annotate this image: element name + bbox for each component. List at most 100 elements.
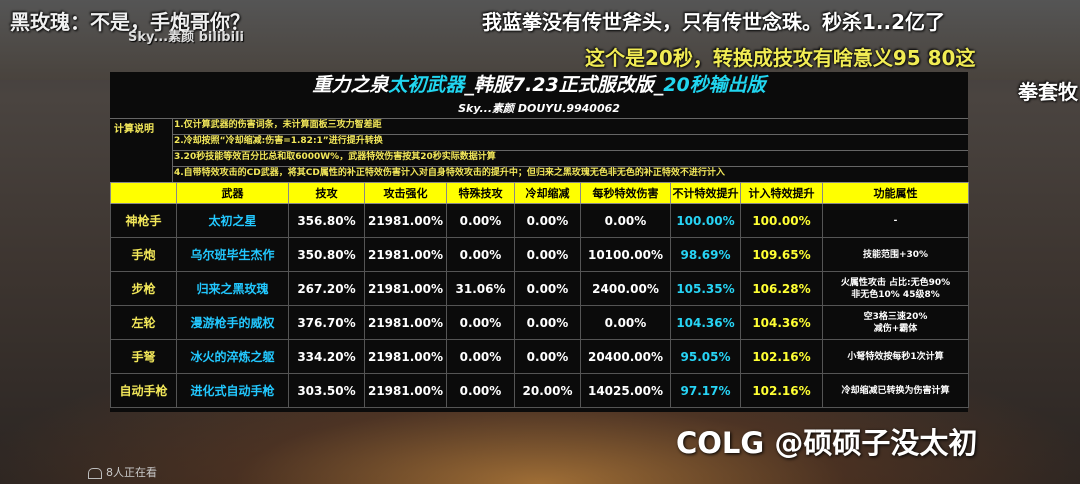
atk-cell: 21981.00% <box>364 305 447 340</box>
column-header: 技攻 <box>288 182 365 204</box>
dps-cell: 0.00% <box>580 305 671 340</box>
with-cell: 102.16% <box>740 339 823 374</box>
dps-cell: 10100.00% <box>580 237 671 272</box>
danmaku-comment: 拳套牧 <box>1018 80 1078 104</box>
danmaku-comment: 黑玫瑰：不是，手炮哥你？ <box>10 10 250 34</box>
video-background-top <box>0 0 1080 80</box>
note-line: 4.自带特效攻击的CD武器，将其CD属性的补正特效伤害计入对自身特效攻击的提升中… <box>174 168 725 178</box>
feature-line: 非无色10% 45级8% <box>851 289 940 300</box>
column-header: 特殊技攻 <box>446 182 515 204</box>
special-cell: 0.00% <box>446 237 515 272</box>
viewer-icon <box>88 467 102 479</box>
weapon-cell: 漫游枪手的威权 <box>176 305 289 340</box>
feature-cell: - <box>822 203 969 238</box>
weapon-table: 武器 技攻 攻击强化 特殊技攻 冷却缩减 每秒特效伤害 不计特效提升 计入特效提… <box>110 182 969 408</box>
column-header: 攻击强化 <box>364 182 447 204</box>
atk-cell: 21981.00% <box>364 271 447 306</box>
without-cell: 104.36% <box>670 305 741 340</box>
title-part: _韩服7.23正式服改版_ <box>464 74 664 96</box>
table-row: 步枪 归来之黑玫瑰 267.20% 21981.00% 31.06% 0.00%… <box>110 271 969 306</box>
danmaku-comment: 这个是20秒，转换成技攻有啥意义95 80这 <box>585 46 976 70</box>
column-header: 每秒特效伤害 <box>580 182 671 204</box>
note-label: 计算说明 <box>114 124 154 135</box>
skill-cell: 376.70% <box>288 305 365 340</box>
without-cell: 105.35% <box>670 271 741 306</box>
column-header: 武器 <box>176 182 289 204</box>
sheet-subtitle: Sky...素颜 DOUYU.9940062 <box>458 102 620 115</box>
feature-line: 火属性攻击 占比:无色90% <box>840 277 951 288</box>
note-line: 3.20秒技能等效百分比总和取6000W%，武器特效伤害按其20秒实际数据计算 <box>174 152 496 162</box>
skill-cell: 334.20% <box>288 339 365 374</box>
note-line: 1.仅计算武器的伤害词条，未计算面板三攻力智差距 <box>174 120 382 130</box>
column-header <box>110 182 177 204</box>
weapon-cell: 冰火的淬炼之躯 <box>176 339 289 374</box>
cd-cell: 0.00% <box>514 339 581 374</box>
table-header-row: 武器 技攻 攻击强化 特殊技攻 冷却缩减 每秒特效伤害 不计特效提升 计入特效提… <box>110 182 969 204</box>
class-cell: 自动手枪 <box>110 373 177 408</box>
cd-cell: 0.00% <box>514 237 581 272</box>
table-row: 自动手枪 进化式自动手枪 303.50% 21981.00% 0.00% 20.… <box>110 373 969 408</box>
column-header: 不计特效提升 <box>670 182 741 204</box>
feature-cell: 火属性攻击 占比:无色90% 非无色10% 45级8% <box>822 271 969 306</box>
column-header: 冷却缩减 <box>514 182 581 204</box>
feature-line: 小弩特效按每秒1次计算 <box>847 351 944 362</box>
table-row: 手弩 冰火的淬炼之躯 334.20% 21981.00% 0.00% 0.00%… <box>110 339 969 374</box>
table-row: 左轮 漫游枪手的威权 376.70% 21981.00% 0.00% 0.00%… <box>110 305 969 340</box>
with-cell: 100.00% <box>740 203 823 238</box>
special-cell: 0.00% <box>446 373 515 408</box>
cd-cell: 0.00% <box>514 203 581 238</box>
feature-line: 技能范围+30% <box>862 249 929 260</box>
without-cell: 100.00% <box>670 203 741 238</box>
viewer-count-text: 8人正在看 <box>106 466 157 479</box>
without-cell: 95.05% <box>670 339 741 374</box>
feature-cell: 冷却缩减已转换为伤害计算 <box>822 373 969 408</box>
table-row: 神枪手 太初之星 356.80% 21981.00% 0.00% 0.00% 0… <box>110 203 969 238</box>
feature-line: - <box>893 215 898 226</box>
weapon-cell: 进化式自动手枪 <box>176 373 289 408</box>
title-part: 太初武器 <box>388 74 465 96</box>
dps-cell: 20400.00% <box>580 339 671 374</box>
feature-line: 减伤+霸体 <box>873 323 918 334</box>
skill-cell: 267.20% <box>288 271 365 306</box>
class-cell: 步枪 <box>110 271 177 306</box>
with-cell: 104.36% <box>740 305 823 340</box>
skill-cell: 350.80% <box>288 237 365 272</box>
atk-cell: 21981.00% <box>364 237 447 272</box>
class-cell: 手炮 <box>110 237 177 272</box>
table-row: 手炮 乌尔班毕生杰作 350.80% 21981.00% 0.00% 0.00%… <box>110 237 969 272</box>
column-header: 功能属性 <box>822 182 969 204</box>
feature-cell: 小弩特效按每秒1次计算 <box>822 339 969 374</box>
weapon-cell: 乌尔班毕生杰作 <box>176 237 289 272</box>
atk-cell: 21981.00% <box>364 203 447 238</box>
dps-cell: 14025.00% <box>580 373 671 408</box>
without-cell: 97.17% <box>670 373 741 408</box>
feature-line: 冷却缩减已转换为伤害计算 <box>841 385 950 396</box>
colg-watermark: COLG @硕硕子没太初 <box>676 426 978 460</box>
class-cell: 神枪手 <box>110 203 177 238</box>
class-cell: 手弩 <box>110 339 177 374</box>
danmaku-comment: 我蓝拳没有传世斧头，只有传世念珠。秒杀1..2亿了 <box>482 10 946 34</box>
cd-cell: 0.00% <box>514 271 581 306</box>
feature-cell: 空3格三速20% 减伤+霸体 <box>822 305 969 340</box>
atk-cell: 21981.00% <box>364 373 447 408</box>
weapon-cell: 太初之星 <box>176 203 289 238</box>
sheet-title: 重力之泉太初武器_韩服7.23正式服改版_20秒输出版 <box>110 72 968 98</box>
cd-cell: 0.00% <box>514 305 581 340</box>
column-header: 计入特效提升 <box>740 182 823 204</box>
with-cell: 109.65% <box>740 237 823 272</box>
feature-cell: 技能范围+30% <box>822 237 969 272</box>
skill-cell: 356.80% <box>288 203 365 238</box>
weapon-cell: 归来之黑玫瑰 <box>176 271 289 306</box>
atk-cell: 21981.00% <box>364 339 447 374</box>
title-part: 重力之泉 <box>312 74 389 96</box>
special-cell: 0.00% <box>446 339 515 374</box>
class-cell: 左轮 <box>110 305 177 340</box>
with-cell: 106.28% <box>740 271 823 306</box>
special-cell: 0.00% <box>446 305 515 340</box>
dps-cell: 2400.00% <box>580 271 671 306</box>
bilibili-logo: Sky...素颜 bilibili <box>128 30 244 45</box>
weapon-comparison-sheet: 重力之泉太初武器_韩服7.23正式服改版_20秒输出版 Sky...素颜 DOU… <box>110 72 969 412</box>
title-part: 20秒输出版 <box>663 74 766 96</box>
special-cell: 0.00% <box>446 203 515 238</box>
with-cell: 102.16% <box>740 373 823 408</box>
